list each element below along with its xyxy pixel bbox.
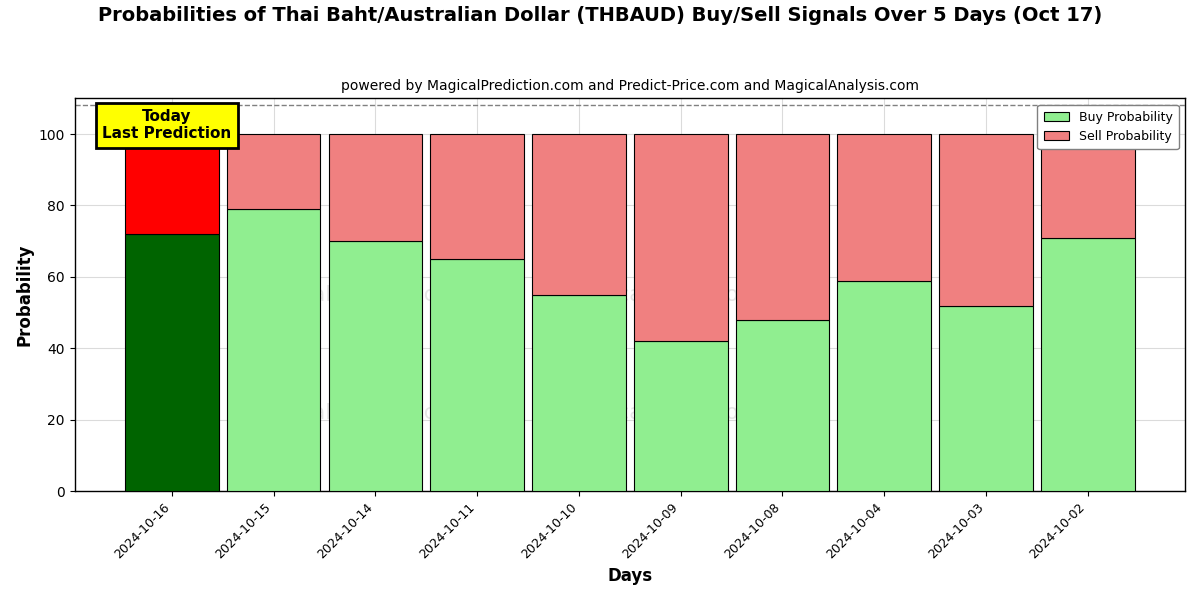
X-axis label: Days: Days (607, 567, 653, 585)
Bar (1040, 134, 1134, 238)
Text: Probabilities of Thai Baht/Australian Dollar (THBAUD) Buy/Sell Signals Over 5 Da: Probabilities of Thai Baht/Australian Do… (98, 6, 1102, 25)
Bar (227, 209, 320, 491)
Text: calAnalysis.com: calAnalysis.com (302, 285, 469, 305)
Bar (838, 281, 931, 491)
Bar (838, 134, 931, 281)
Title: powered by MagicalPrediction.com and Predict-Price.com and MagicalAnalysis.com: powered by MagicalPrediction.com and Pre… (341, 79, 919, 93)
Bar (634, 134, 727, 341)
Legend: Buy Probability, Sell Probability: Buy Probability, Sell Probability (1037, 104, 1178, 149)
Bar (940, 305, 1033, 491)
Text: calAnalysis.com: calAnalysis.com (302, 403, 469, 422)
Bar (532, 134, 625, 295)
Bar (329, 134, 422, 241)
Text: Today
Last Prediction: Today Last Prediction (102, 109, 232, 142)
Bar (431, 259, 524, 491)
Bar (227, 134, 320, 209)
Text: MagicalPrediction.com: MagicalPrediction.com (568, 285, 803, 305)
Bar (736, 134, 829, 320)
Bar (634, 341, 727, 491)
Bar (1040, 238, 1134, 491)
Y-axis label: Probability: Probability (16, 244, 34, 346)
Bar (329, 241, 422, 491)
Bar (940, 134, 1033, 305)
Text: MagicalPrediction.com: MagicalPrediction.com (568, 403, 803, 422)
Bar (532, 295, 625, 491)
Bar (736, 320, 829, 491)
Bar (431, 134, 524, 259)
Bar (125, 134, 218, 234)
Bar (125, 234, 218, 491)
